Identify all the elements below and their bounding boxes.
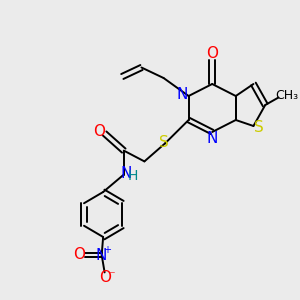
- Text: H: H: [128, 169, 138, 183]
- Text: O: O: [206, 46, 218, 61]
- Text: O: O: [93, 124, 105, 139]
- Text: S: S: [159, 135, 168, 150]
- Text: ⁻: ⁻: [108, 269, 114, 283]
- Text: N: N: [121, 167, 132, 182]
- Text: N: N: [206, 131, 218, 146]
- Text: S: S: [254, 120, 264, 135]
- Text: CH₃: CH₃: [275, 88, 298, 102]
- Text: O: O: [73, 247, 85, 262]
- Text: N: N: [176, 87, 188, 102]
- Text: O: O: [99, 270, 111, 285]
- Text: N: N: [96, 248, 107, 262]
- Text: +: +: [103, 244, 111, 255]
